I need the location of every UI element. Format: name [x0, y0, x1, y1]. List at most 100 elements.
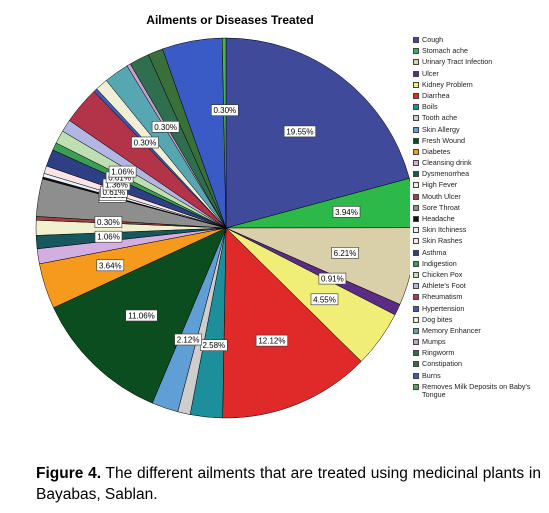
legend-swatch	[413, 350, 419, 357]
legend-item: Kidney Problem	[411, 80, 547, 92]
legend-label: Indigestion	[422, 258, 457, 268]
legend-item: Mouth Ulcer	[411, 192, 547, 204]
legend-label: Hypertension	[422, 303, 465, 313]
legend-swatch	[413, 70, 419, 77]
pie-label-text: 6.21%	[334, 249, 357, 258]
legend-swatch	[413, 339, 419, 346]
legend-item: Stomach ache	[411, 47, 547, 58]
legend-label: Burns	[422, 370, 441, 380]
pie-label-box	[108, 165, 137, 178]
legend-swatch	[413, 37, 419, 43]
legend-item: Memory Enhancer	[411, 326, 547, 338]
legend: Cough Stomach ache Urinary Tract Infection…	[411, 36, 547, 401]
legend-swatch	[413, 383, 419, 390]
legend-item: Diabetes	[411, 147, 547, 159]
pie-label-text: 1.06%	[111, 168, 134, 177]
legend-item: Hypertension	[411, 303, 547, 316]
pie-label-text: 0.30%	[97, 218, 120, 227]
legend-item: Cough	[411, 36, 547, 47]
pie-label-chicken-pox: 1.06%	[108, 165, 137, 178]
pie-slice-stomach-ache	[225, 178, 410, 229]
legend-swatch	[413, 81, 419, 88]
legend-swatch	[413, 271, 419, 278]
pie-label-skin-allergy: 2.12%	[174, 333, 202, 346]
pie-slices	[35, 37, 410, 419]
pie-label-box	[283, 125, 317, 138]
pie-label-cough: 19.55%	[283, 125, 317, 138]
pie-label-diabetes: 3.64%	[96, 259, 125, 272]
pie-label-ulcer: 0.91%	[318, 272, 347, 285]
pie-slice-cough	[225, 37, 410, 229]
pie-label-box	[331, 247, 359, 259]
pie-label-text: 3.64%	[99, 261, 122, 270]
legend-item: Constipation	[411, 360, 547, 371]
pie-label-text: 0.30%	[213, 106, 236, 115]
legend-item: Rheumatism	[411, 293, 547, 304]
legend-label: Diarrhea	[422, 90, 450, 100]
legend-label: Skin Itchiness	[422, 225, 467, 235]
legend-swatch	[413, 115, 419, 122]
legend-label: Removes Milk Deposits on Baby's Tongue	[422, 381, 531, 399]
pie-label-box	[96, 259, 125, 272]
legend-swatch	[413, 193, 419, 200]
legend-item: Athlete's Foot	[411, 282, 547, 293]
legend-swatch	[413, 92, 419, 99]
pie-label-dysmenorrhea: 1.06%	[94, 230, 123, 243]
legend-label: Skin Rashes	[422, 236, 463, 246]
pie-label-text: 4.55%	[313, 295, 336, 304]
legend-item: Burns	[411, 370, 547, 383]
legend-label: Urinary Tract Infection	[422, 57, 493, 67]
legend-item: Diarrhea	[411, 90, 547, 103]
legend-swatch	[413, 59, 419, 66]
legend-label: Rheumatism	[422, 292, 463, 302]
pie-label-text: 12.12%	[258, 337, 285, 346]
pie-label-box	[131, 136, 159, 149]
legend-item: Mumps	[411, 338, 547, 349]
pie-label-text: 2.12%	[177, 336, 200, 345]
chart-title: Ailments or Diseases Treated	[146, 13, 314, 27]
legend-item: Dog bites	[411, 314, 547, 327]
legend-label: Sore Throat	[422, 202, 460, 212]
legend-label: Fresh Wound	[422, 135, 466, 145]
legend-label: Skin Allergy	[422, 124, 460, 134]
pie-label-text: 19.55%	[286, 127, 313, 136]
legend-label: Athlete's Foot	[422, 281, 466, 291]
legend-item: Ulcer	[411, 69, 547, 81]
pie-chart: 19.55% 3.94% 6.21% 0.91% 4.55% 12.12% 2.58%2.1…	[35, 37, 410, 419]
legend-swatch	[413, 249, 419, 256]
pie-label-text: 11.06%	[128, 312, 155, 321]
legend-swatch	[413, 204, 419, 211]
legend-swatch	[413, 294, 419, 301]
legend-label: Stomach ache	[422, 46, 468, 56]
pie-label-text: 1.06%	[97, 233, 120, 242]
pie-label-text: 0.61%	[103, 188, 126, 197]
pie-label-stomach-ache: 3.94%	[332, 206, 361, 218]
pie-label-text: 0.30%	[134, 139, 157, 148]
legend-item: Urinary Tract Infection	[411, 58, 547, 69]
legend-swatch	[413, 316, 419, 323]
legend-item: Asthma	[411, 248, 547, 260]
legend-swatch	[413, 48, 419, 55]
pie-label-text: 1.36%	[105, 181, 128, 190]
legend-label: Tooth ache	[422, 113, 458, 123]
pie-label-urinary-tract-infection: 6.21%	[331, 247, 359, 259]
legend-label: High Fever	[422, 180, 458, 190]
legend-label: Constipation	[422, 359, 462, 369]
pie-label-text: 0.30%	[154, 123, 177, 132]
pie-label-fresh-wound: 11.06%	[125, 309, 158, 322]
pie-label-text: 2.58%	[202, 341, 225, 350]
legend-swatch	[413, 137, 419, 144]
legend-label: Ringworm	[422, 348, 455, 358]
caption-text: The different ailments that are treated …	[36, 465, 541, 503]
legend-swatch	[413, 171, 419, 178]
legend-item: Tooth ache	[411, 114, 547, 125]
pie-label-box	[211, 104, 239, 116]
legend-item: Fresh Wound	[411, 135, 547, 148]
pie-label-box	[94, 216, 123, 228]
legend-label: Dog bites	[422, 314, 453, 324]
legend-item: Cleansing drink	[411, 159, 547, 170]
legend-item: Chicken Pox	[411, 270, 547, 282]
legend-swatch	[413, 126, 419, 133]
legend-swatch	[413, 238, 419, 245]
pie-label-box	[332, 206, 361, 218]
